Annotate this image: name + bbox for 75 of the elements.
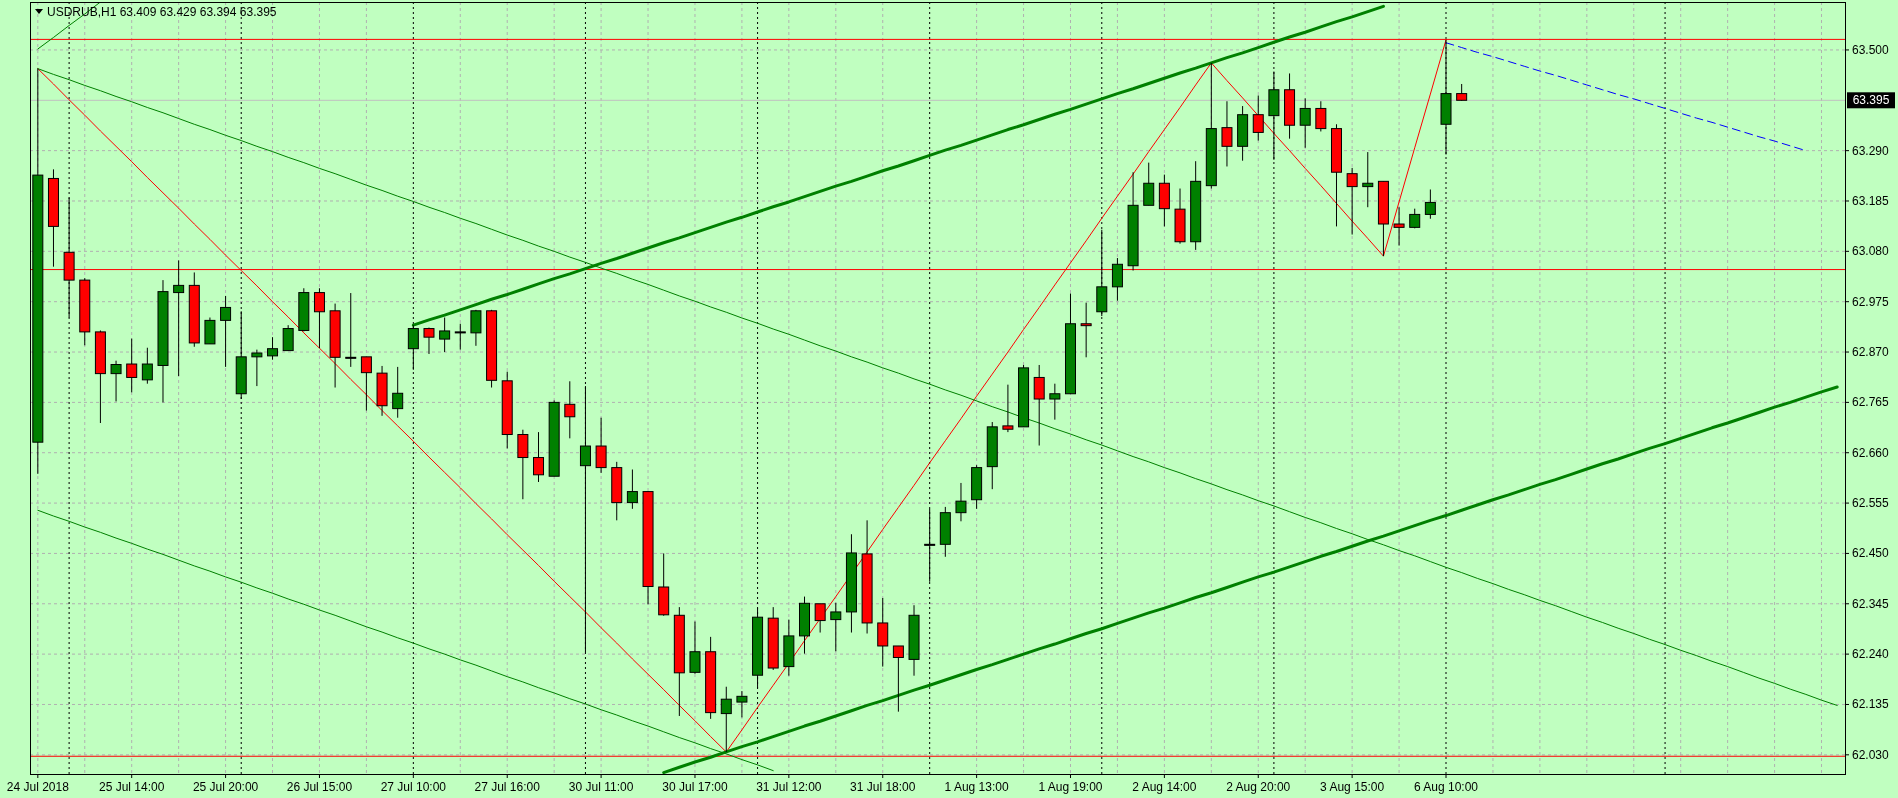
candlestick — [454, 323, 466, 351]
y-tick-label: 62.555 — [1852, 496, 1890, 511]
candlestick — [141, 347, 153, 385]
candlestick — [126, 338, 138, 393]
y-tick-label: 62.765 — [1852, 395, 1890, 410]
y-tick-label: 62.870 — [1852, 345, 1890, 360]
candlestick — [345, 292, 357, 368]
candlestick — [282, 324, 294, 352]
y-tick-label: 62.135 — [1852, 697, 1890, 712]
y-tick-label: 62.660 — [1852, 445, 1890, 460]
candlestick — [1315, 100, 1327, 132]
x-tick-label: 2 Aug 14:00 — [1132, 780, 1197, 794]
candlestick — [1299, 97, 1311, 149]
x-tick-label: 1 Aug 13:00 — [944, 780, 1009, 794]
candlestick — [720, 686, 732, 753]
candlestick — [1033, 364, 1045, 447]
candlestick — [220, 295, 232, 368]
candlestick — [1221, 100, 1233, 167]
candlestick — [360, 356, 372, 412]
candlestick — [1252, 95, 1264, 142]
candlestick — [251, 349, 263, 387]
candlestick — [1080, 302, 1092, 358]
candlestick — [877, 597, 889, 668]
candlestick — [595, 417, 607, 474]
x-tick-label: 26 Jul 15:00 — [286, 780, 353, 794]
candlestick — [1111, 257, 1123, 302]
x-tick-label: 30 Jul 11:00 — [568, 780, 634, 794]
y-tick-label: 63.185 — [1852, 193, 1890, 208]
candlestick — [1002, 384, 1014, 433]
candlestick — [267, 336, 279, 361]
x-tick-label: 25 Jul 14:00 — [99, 780, 165, 794]
x-tick-label: 25 Jul 20:00 — [192, 780, 259, 794]
candlestick — [1346, 167, 1358, 236]
candlestick — [517, 429, 529, 500]
y-tick-label: 62.450 — [1852, 546, 1890, 561]
candlestick — [1424, 188, 1436, 220]
candlestick — [173, 259, 185, 377]
candlestick — [1049, 383, 1061, 421]
x-tick-label: 1 Aug 19:00 — [1038, 780, 1103, 794]
candlestick — [830, 602, 842, 652]
candlestick — [423, 327, 435, 355]
candlestick — [564, 380, 576, 439]
x-tick-label: 27 Jul 16:00 — [474, 780, 541, 794]
x-tick-label: 27 Jul 10:00 — [380, 780, 447, 794]
x-tick-label: 3 Aug 15:00 — [1320, 780, 1385, 794]
x-tick-label: 30 Jul 17:00 — [662, 780, 728, 794]
candlestick — [313, 287, 325, 349]
candlestick — [1362, 151, 1374, 208]
ref-line-label: 63.395 — [1852, 93, 1890, 108]
candlestick — [626, 469, 638, 510]
candlestick — [110, 360, 122, 402]
y-tick-label: 62.240 — [1852, 647, 1890, 662]
candlestick — [955, 482, 967, 522]
chart-title: USDRUB,H1 63.409 63.429 63.394 63.395 — [47, 5, 277, 19]
candlestick — [470, 309, 482, 347]
candlestick — [392, 366, 404, 419]
candlestick — [204, 317, 216, 345]
y-tick-label: 63.080 — [1852, 244, 1890, 259]
y-tick-label: 63.500 — [1852, 42, 1890, 57]
y-tick-label: 63.290 — [1852, 143, 1890, 158]
x-tick-label: 24 Jul 2018 — [6, 780, 70, 794]
x-tick-label: 31 Jul 18:00 — [850, 780, 916, 794]
candlestick — [736, 690, 748, 718]
candlestick — [1143, 162, 1155, 206]
candlestick — [814, 603, 826, 634]
x-tick-label: 31 Jul 12:00 — [756, 780, 822, 794]
y-tick-label: 62.030 — [1852, 747, 1890, 762]
x-tick-label: 6 Aug 10:00 — [1413, 780, 1479, 794]
candlestick — [533, 431, 545, 483]
candlestick — [1393, 206, 1405, 247]
y-tick-label: 62.975 — [1852, 294, 1890, 309]
x-tick-label: 2 Aug 20:00 — [1226, 780, 1291, 794]
candlestick — [892, 645, 904, 713]
candlestick — [689, 621, 701, 675]
y-tick-label: 62.345 — [1852, 596, 1890, 611]
